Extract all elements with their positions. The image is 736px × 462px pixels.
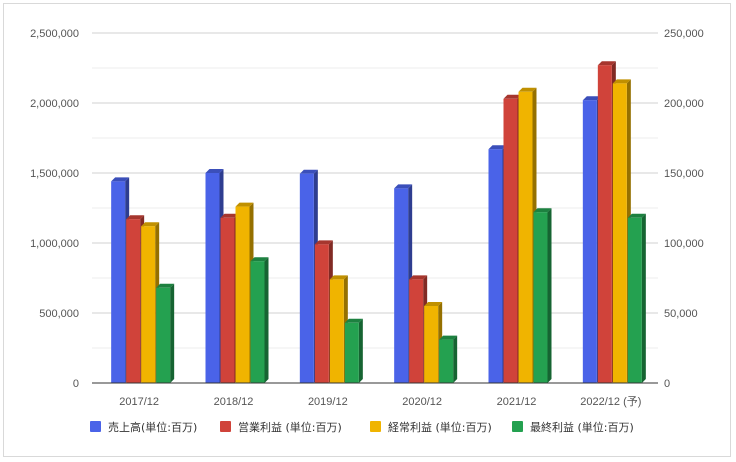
bars: [111, 61, 646, 384]
left-y-tick-label: 1,000,000: [30, 238, 79, 250]
bar-side: [547, 208, 552, 383]
bar-top: [299, 169, 318, 174]
bar-top: [424, 302, 443, 306]
left-y-tick-label: 0: [73, 378, 79, 390]
x-tick-label: 2017/12: [119, 396, 159, 408]
bar-front: [518, 91, 533, 384]
bar-top: [235, 202, 254, 207]
bar-top: [126, 215, 145, 220]
bar-front: [627, 217, 642, 383]
bar-top: [518, 87, 537, 92]
bar: [627, 213, 646, 383]
bar-front: [488, 149, 503, 383]
right-y-tick-label: 150,000: [664, 168, 704, 180]
gridlines: [92, 32, 658, 349]
x-axis-ticks: 2017/12 2018/12 2019/12 2020/12 2021/12 2022/…: [119, 395, 641, 408]
bar-front: [156, 287, 171, 383]
bar-top: [533, 208, 552, 213]
bar-top: [394, 184, 413, 189]
left-axis-ticks: 0 500,000 1,000,000 1,500,000 2,000,000 2,500…: [30, 28, 79, 390]
bar-front: [612, 83, 627, 384]
legend-swatch: [512, 421, 523, 432]
legend-label: 最終利益 (単位:百万): [530, 420, 634, 434]
bar: [250, 257, 269, 383]
bar-top: [488, 145, 507, 150]
bar-top: [156, 283, 175, 288]
bar: [344, 318, 363, 383]
legend-item: 営業利益 (単位:百万): [220, 420, 342, 434]
bar-front: [424, 306, 439, 383]
bar-top: [220, 213, 239, 218]
x-tick-label: 2022/12 (予): [580, 395, 641, 408]
bar-front: [220, 217, 235, 383]
bar-top: [250, 257, 269, 262]
legend-swatch: [370, 421, 381, 432]
bar-front: [205, 173, 220, 383]
legend-label: 営業利益 (単位:百万): [238, 420, 342, 434]
bar-side: [453, 335, 458, 383]
bar-front: [597, 65, 612, 383]
bar-front: [533, 212, 548, 383]
legend-label: 売上高(単位:百万): [108, 420, 197, 434]
bar-top: [439, 335, 458, 340]
bar-front: [141, 226, 156, 383]
bar-top: [503, 94, 522, 99]
bar-front: [314, 244, 329, 383]
bar-front: [126, 219, 141, 383]
bar-top: [329, 275, 348, 280]
bar-top: [111, 177, 130, 182]
bar: [533, 208, 552, 383]
bar-side: [170, 283, 175, 383]
right-y-tick-label: 50,000: [664, 308, 698, 320]
bar-front: [111, 181, 126, 383]
bar-top: [597, 61, 616, 66]
x-tick-label: 2021/12: [497, 396, 537, 408]
bar-top: [205, 169, 224, 173]
legend-label: 経常利益 (単位:百万): [388, 420, 492, 434]
legend: 売上高(単位:百万) 営業利益 (単位:百万) 経常利益 (単位:百万) 最終利益 (…: [90, 420, 634, 434]
legend-item: 最終利益 (単位:百万): [512, 420, 634, 434]
legend-swatch: [90, 421, 101, 432]
bar-front: [503, 98, 518, 384]
bar-top: [344, 318, 363, 323]
bar-front: [235, 206, 250, 383]
legend-item: 経常利益 (単位:百万): [370, 420, 492, 434]
bar-top: [409, 275, 428, 280]
bar-front: [582, 100, 597, 383]
right-y-tick-label: 0: [664, 378, 670, 390]
bar-side: [641, 213, 646, 383]
bar-front: [344, 322, 359, 383]
bar-side: [264, 257, 269, 383]
bar-top: [582, 96, 601, 101]
right-y-tick-label: 200,000: [664, 98, 704, 110]
bar-front: [439, 339, 454, 383]
bar-side: [358, 318, 363, 383]
bar-front: [394, 188, 409, 383]
x-tick-label: 2020/12: [402, 396, 442, 408]
legend-swatch: [220, 421, 231, 432]
bar-front: [299, 173, 314, 383]
bar-top: [627, 213, 646, 218]
left-y-tick-label: 2,500,000: [30, 28, 79, 40]
left-y-tick-label: 2,000,000: [30, 98, 79, 110]
left-y-tick-label: 1,500,000: [30, 168, 79, 180]
bar-front: [409, 279, 424, 383]
bar-front: [329, 279, 344, 383]
bar: [439, 335, 458, 383]
left-y-tick-label: 500,000: [39, 308, 79, 320]
x-tick-label: 2018/12: [214, 396, 254, 408]
bar-front: [250, 261, 265, 383]
bar-top: [314, 240, 333, 245]
bar: [156, 283, 175, 383]
bar-top: [141, 222, 160, 227]
legend-item: 売上高(単位:百万): [90, 420, 197, 434]
bar-top: [612, 79, 631, 84]
right-axis-ticks: 0 50,000 100,000 150,000 200,000 250,000: [664, 28, 704, 390]
x-tick-label: 2019/12: [308, 396, 348, 408]
right-y-tick-label: 250,000: [664, 28, 704, 40]
right-y-tick-label: 100,000: [664, 238, 704, 250]
